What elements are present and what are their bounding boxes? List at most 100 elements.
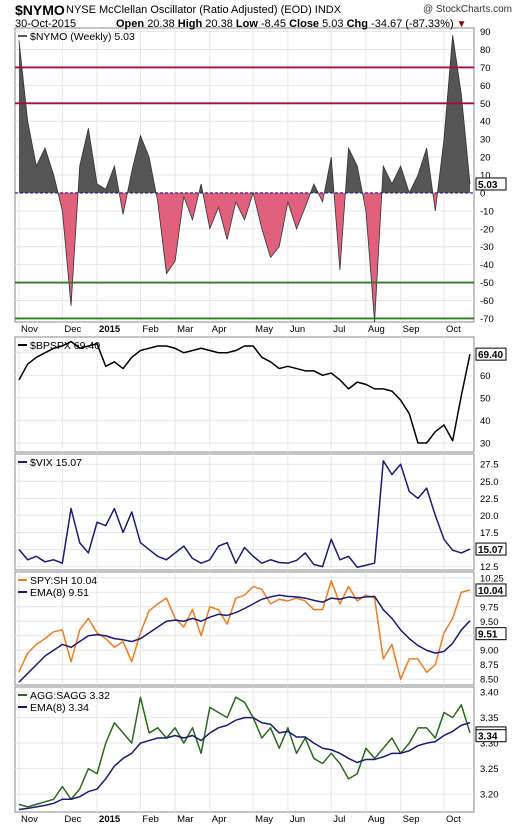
- last-value-tag-bpspx: 69.40: [478, 350, 503, 361]
- y-tick-label-nymo: 80: [480, 45, 491, 56]
- y-tick-label-bpspx: 60: [480, 371, 491, 382]
- last-value-box-spy_sh-0: [475, 583, 507, 597]
- x-tick-label: Jul: [333, 814, 345, 825]
- y-tick-label-agg_sagg: 3.30: [480, 739, 499, 750]
- nymo-negative-area: [58, 192, 438, 322]
- chart-description: NYSE McClellan Oscillator (Ratio Adjuste…: [66, 4, 342, 16]
- y-tick-label-agg_sagg: 3.40: [480, 688, 499, 699]
- x-tick-label: Nov: [21, 814, 38, 825]
- legend-label-agg_sagg: AGG:SAGG 3.32: [30, 690, 110, 702]
- legend-label-spy_sh: SPY:SH 10.04: [30, 575, 97, 587]
- y-tick-label-vix: 22.5: [480, 494, 499, 505]
- y-tick-label-nymo: -60: [480, 296, 494, 307]
- credit-text: @ StockCharts.com: [422, 4, 512, 15]
- y-tick-label-spy_sh: 8.75: [480, 660, 499, 671]
- x-tick-label: Feb: [142, 814, 158, 825]
- legend-label-nymo: $NYMO (Weekly) 5.03: [30, 31, 135, 43]
- chg-value: -34.67 (-87.33%): [371, 18, 454, 30]
- y-tick-label-nymo: -40: [480, 260, 494, 271]
- x-tick-label: Feb: [142, 324, 158, 335]
- y-tick-label-bpspx: 40: [480, 416, 491, 427]
- y-tick-label-nymo: 0: [480, 188, 485, 199]
- x-tick-label: Jun: [290, 324, 305, 335]
- chart-date: 30-Oct-2015: [15, 18, 77, 30]
- high-value: 20.38: [205, 18, 233, 30]
- x-tick-label: Jun: [290, 814, 305, 825]
- last-value-box-nymo-0: [475, 177, 507, 191]
- y-tick-label-nymo: 40: [480, 117, 491, 128]
- close-label: Close: [289, 18, 320, 30]
- legend-label-bpspx: $BPSPX 69.40: [30, 340, 100, 352]
- last-value-box-vix-0: [475, 542, 507, 556]
- y-tick-label-bpspx: 50: [480, 393, 491, 404]
- x-tick-label: Oct: [446, 814, 461, 825]
- x-tick-label: Oct: [446, 324, 461, 335]
- y-tick-label-vix: 25.0: [480, 477, 499, 488]
- open-value: 20.38: [147, 18, 175, 30]
- y-tick-label-bpspx: 30: [480, 438, 491, 449]
- open-label: Open: [116, 18, 145, 30]
- x-tick-label: Sep: [403, 324, 420, 335]
- x-tick-label: May: [255, 324, 273, 335]
- series-line-agg_sagg-0: [18, 696, 471, 808]
- x-tick-label: Sep: [403, 814, 420, 825]
- series-line-bpspx-0: [18, 340, 471, 444]
- close-value: 5.03: [322, 18, 344, 30]
- y-tick-label-nymo: 50: [480, 99, 491, 110]
- y-tick-label-spy_sh: 9.75: [480, 602, 499, 613]
- chart-symbol: $NYMO: [15, 2, 65, 18]
- y-tick-label-nymo: 20: [480, 153, 491, 164]
- panel-frame-bpspx: [14, 336, 475, 453]
- y-tick-label-spy_sh: 10.25: [480, 573, 504, 584]
- y-tick-label-nymo: 10: [480, 171, 491, 182]
- y-tick-label-nymo: 30: [480, 135, 491, 146]
- chg-label: Chg: [346, 18, 368, 30]
- x-tick-label: Apr: [212, 324, 227, 335]
- panel-frame-vix: [14, 453, 475, 571]
- x-tick-label: Apr: [212, 814, 227, 825]
- last-value-tag-spy_sh: 9.51: [478, 630, 498, 641]
- x-tick-label: Mar: [177, 814, 193, 825]
- y-tick-label-spy_sh: 9.00: [480, 646, 499, 657]
- x-tick-label: Dec: [64, 324, 81, 335]
- y-tick-label-agg_sagg: 3.20: [480, 790, 499, 801]
- x-tick-label: Mar: [177, 324, 193, 335]
- last-value-tag-nymo: 5.03: [478, 180, 498, 191]
- y-tick-label-nymo: 60: [480, 81, 491, 92]
- x-tick-label: Aug: [368, 814, 385, 825]
- low-value: -8.45: [260, 18, 287, 30]
- x-tick-label: 2015: [99, 324, 121, 335]
- series-line-spy_sh-0: [18, 579, 471, 680]
- x-tick-label: Dec: [64, 814, 81, 825]
- y-tick-label-vix: 27.5: [480, 460, 499, 471]
- y-tick-label-nymo: -70: [480, 314, 494, 325]
- last-value-box-bpspx-0: [475, 347, 507, 361]
- legend-label-spy_sh: EMA(8) 9.51: [30, 587, 89, 599]
- down-triangle-icon: ▼: [456, 19, 467, 30]
- x-tick-label: 2015: [99, 814, 121, 825]
- y-tick-label-nymo: 90: [480, 27, 491, 38]
- series-line-agg_sagg-1: [18, 716, 471, 811]
- nymo-positive-area: [19, 35, 470, 193]
- y-tick-label-nymo: 70: [480, 63, 491, 74]
- y-tick-label-nymo: -10: [480, 206, 494, 217]
- ohlc-summary: Open 20.38 High 20.38 Low -8.45 Close 5.…: [116, 18, 467, 30]
- low-label: Low: [235, 18, 258, 30]
- x-tick-label: Aug: [368, 324, 385, 335]
- y-tick-label-nymo: -30: [480, 242, 494, 253]
- x-tick-label: Jul: [333, 324, 345, 335]
- y-tick-label-vix: 20.0: [480, 511, 499, 522]
- y-tick-label-nymo: -50: [480, 278, 494, 289]
- nymo-outline: [18, 35, 471, 323]
- last-value-box-spy_sh-1: [475, 627, 507, 641]
- last-value-tag-agg_sagg: 3.34: [478, 732, 498, 743]
- y-tick-label-nymo: -20: [480, 224, 494, 235]
- last-value-tag-spy_sh: 10.04: [478, 586, 503, 597]
- y-tick-label-spy_sh: 8.50: [480, 675, 499, 686]
- y-tick-label-vix: 17.5: [480, 528, 499, 539]
- x-tick-label: Nov: [21, 324, 38, 335]
- x-tick-label: May: [255, 814, 273, 825]
- legend-label-agg_sagg: EMA(8) 3.34: [30, 702, 89, 714]
